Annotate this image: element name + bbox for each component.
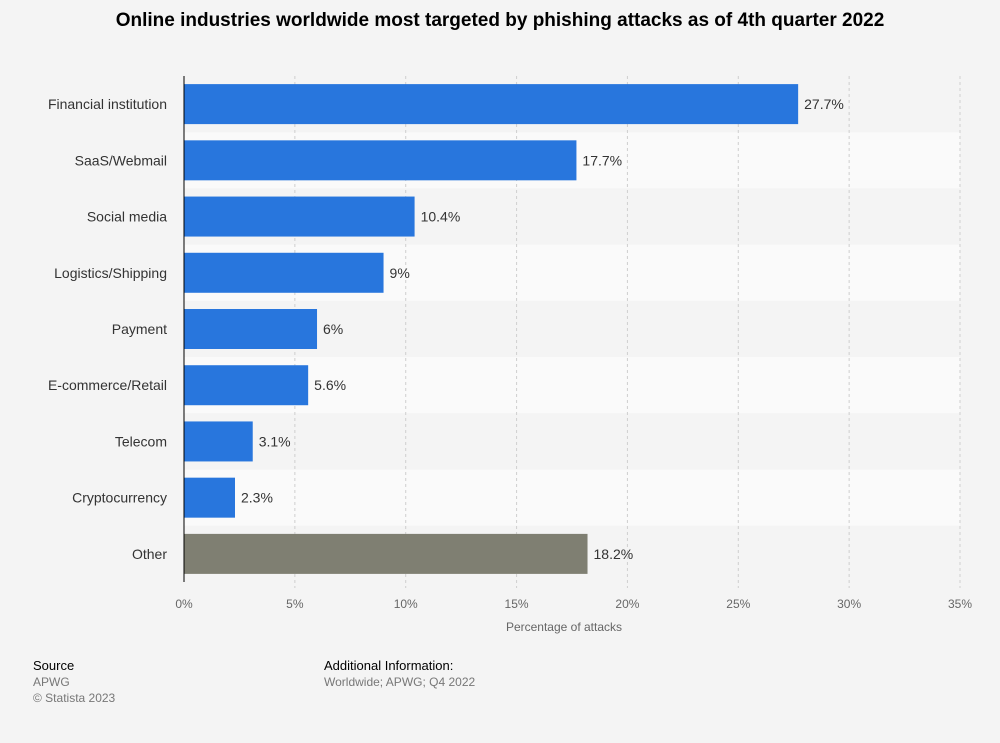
category-label: Cryptocurrency [72,490,167,506]
data-label: 10.4% [421,209,461,225]
row-band [184,357,960,414]
bar [184,309,318,349]
data-label: 17.7% [582,152,622,168]
row-band [184,469,960,526]
x-tick-label: 25% [726,597,750,611]
bar-chart: 0% 5% 10% 15% 20% 25% 30% 35% Percentage of atta… [48,76,972,634]
bar [184,533,588,574]
x-tick-label: 35% [948,597,972,611]
data-label: 18.2% [594,546,634,562]
category-label: E-commerce/Retail [48,377,167,393]
info-label: Additional Information: [324,658,454,673]
x-tick-label: 20% [615,597,639,611]
category-label: SaaS/Webmail [75,152,167,168]
data-label: 9% [390,265,410,281]
bar [184,252,384,293]
category-label: Logistics/Shipping [54,265,167,281]
category-label: Telecom [115,433,167,449]
bar [184,477,235,518]
x-tick-label: 10% [394,597,418,611]
info-block: Additional Information: Worldwide; APWG;… [324,658,475,690]
category-label: Other [132,546,167,562]
bar [184,421,253,462]
x-tick-label: 5% [286,597,304,611]
bar [184,196,415,237]
x-tick-label: 30% [837,597,861,611]
bar [184,84,799,125]
source-block: Source APWG © Statista 2023 [33,658,115,706]
bar [184,140,577,181]
data-label: 3.1% [259,433,291,449]
copyright: © Statista 2023 [33,691,116,705]
data-label: 27.7% [804,96,844,112]
bar [184,365,309,406]
chart-title: Online industries worldwide most targete… [115,10,885,31]
category-label: Payment [112,321,167,337]
data-label: 5.6% [314,377,346,393]
row-band [184,413,960,470]
x-axis-title: Percentage of attacks [506,620,622,634]
info-text: Worldwide; APWG; Q4 2022 [324,675,476,689]
x-tick-label: 15% [505,597,529,611]
category-label: Financial institution [48,96,167,112]
source-label: Source [33,658,75,673]
source-name: APWG [33,675,70,689]
x-tick-label: 0% [175,597,193,611]
data-label: 2.3% [241,490,273,506]
data-label: 6% [323,321,343,337]
category-label: Social media [87,209,167,225]
